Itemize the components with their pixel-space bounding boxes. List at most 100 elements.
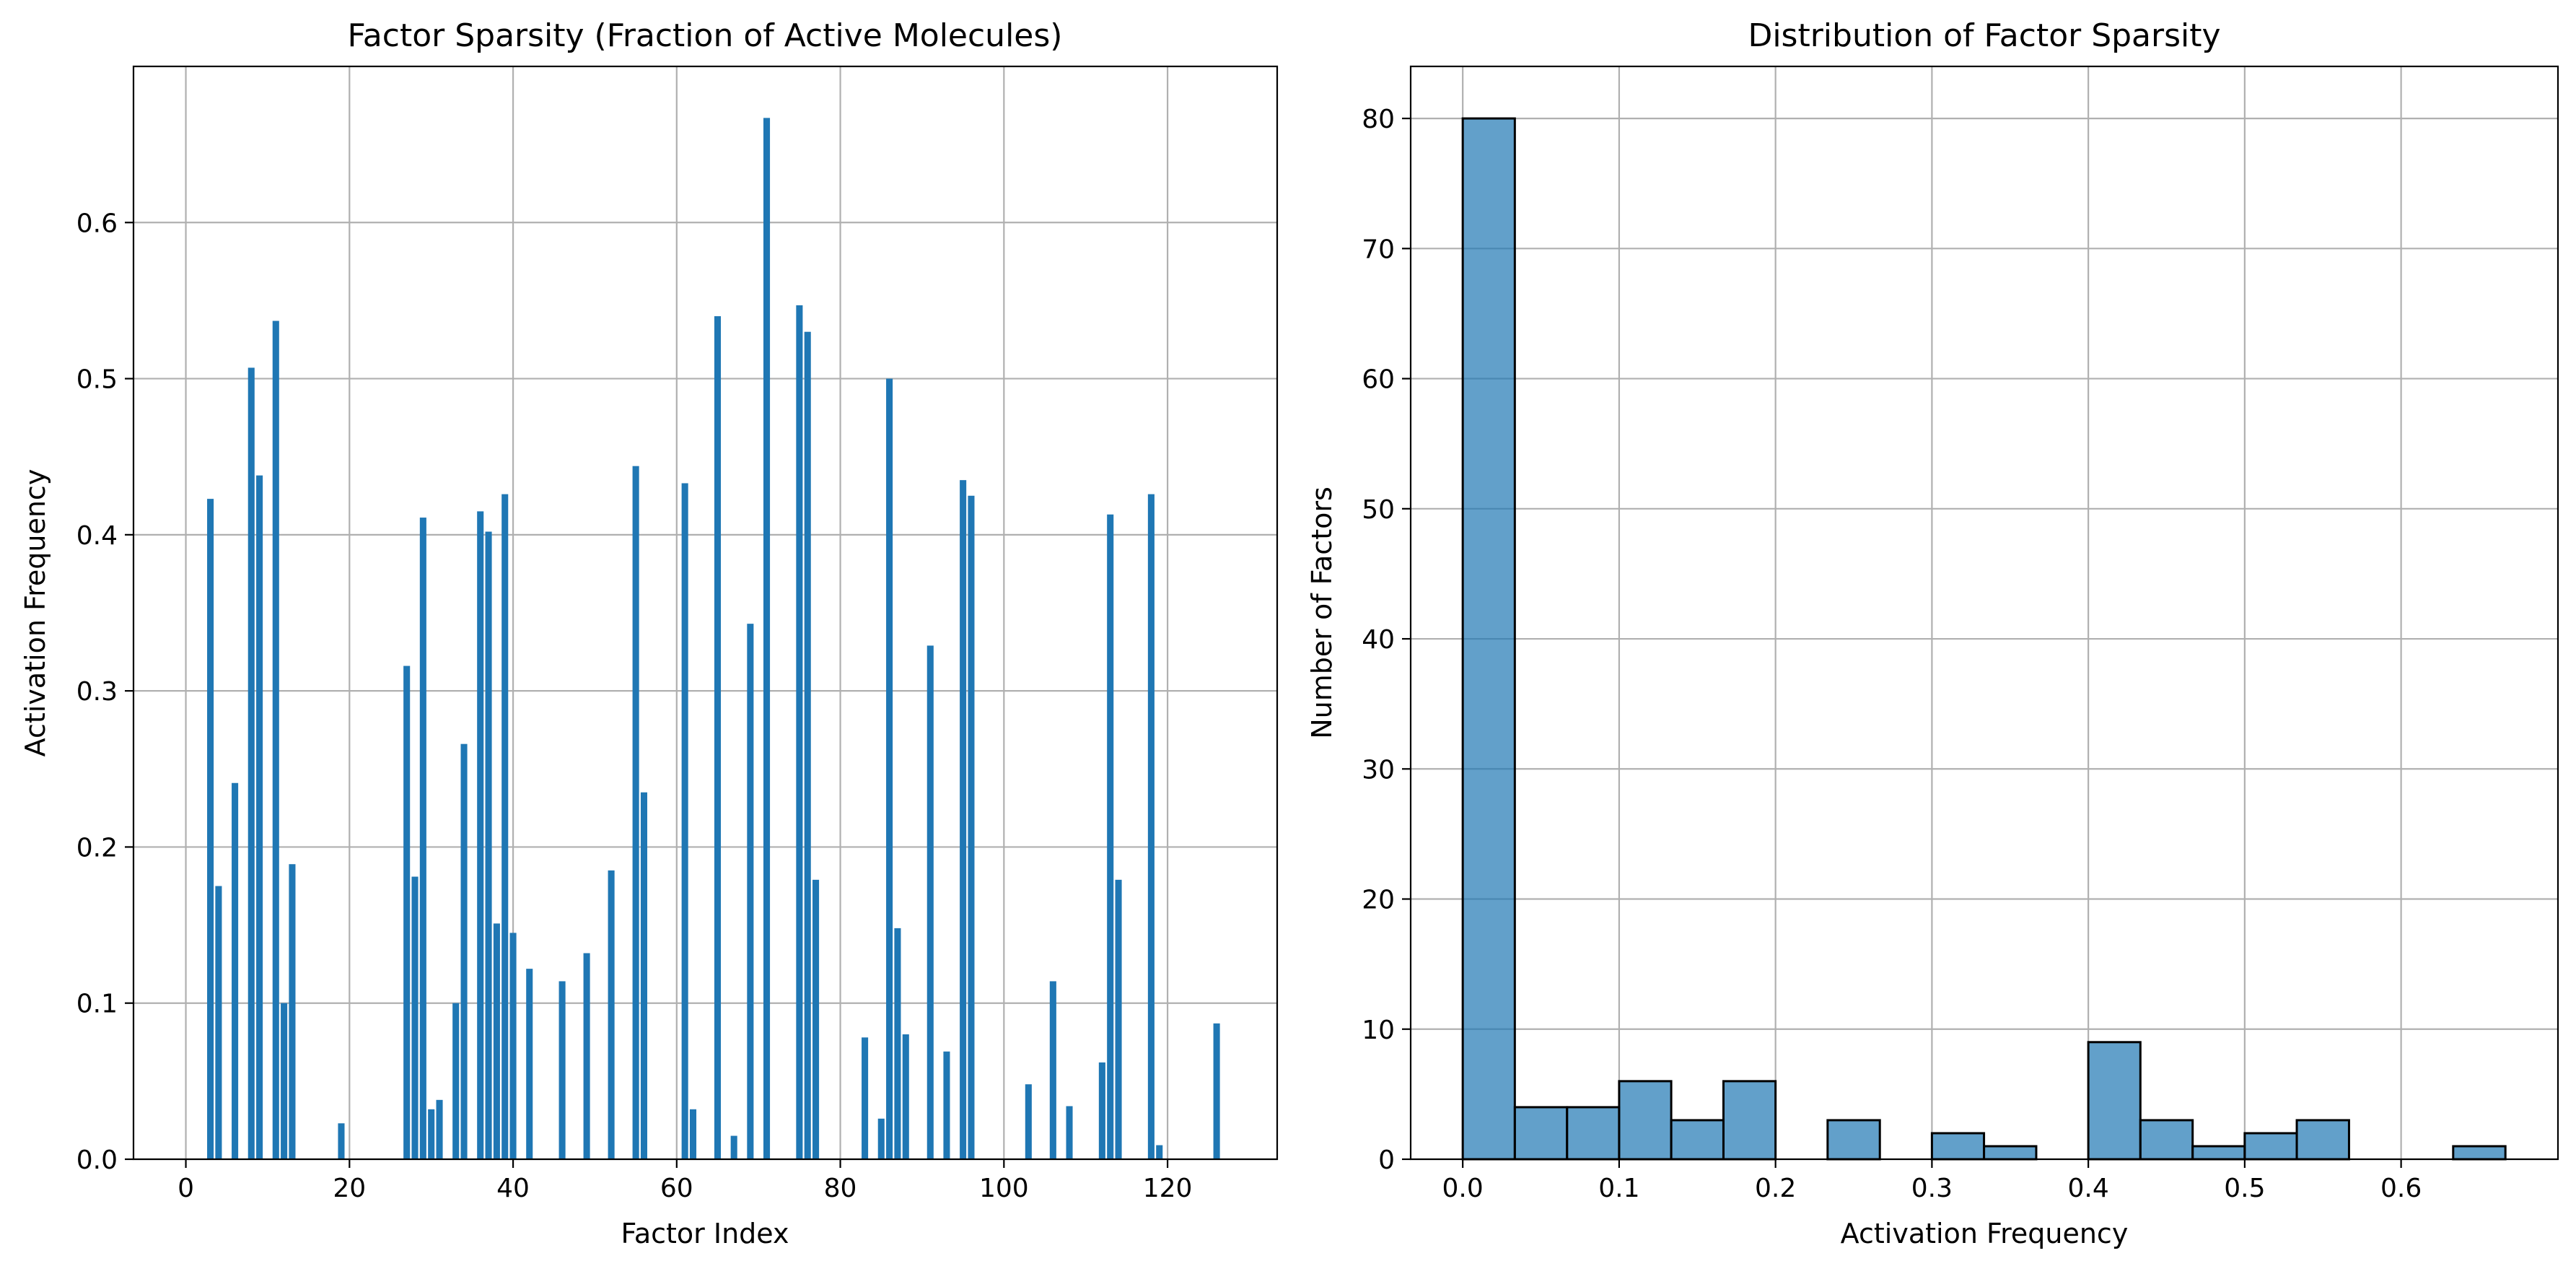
right-y-tick-label: 0 xyxy=(1378,1146,1395,1175)
right-y-tick-label: 20 xyxy=(1362,886,1395,915)
factor-bar xyxy=(428,1109,435,1159)
histogram-bar xyxy=(1618,1080,1673,1161)
left-y-tick-label: 0.3 xyxy=(76,677,118,707)
left-x-axis-label: Factor Index xyxy=(621,1218,789,1249)
factor-bar xyxy=(1213,1023,1220,1159)
factor-bar xyxy=(632,466,639,1159)
left-x-tick-label: 100 xyxy=(979,1174,1029,1203)
factor-bar xyxy=(926,645,934,1159)
histogram-bar xyxy=(2243,1132,2298,1161)
left-ticks: 0 20 40 60 80 100 120 0.0 0.1 0.2 0.3 0.4 0.5 0.6 xyxy=(76,209,1193,1203)
factor-bar xyxy=(730,1135,737,1159)
factor-bar xyxy=(526,969,533,1159)
histogram-bar xyxy=(1670,1119,1725,1161)
factor-bar xyxy=(247,367,255,1160)
right-bars xyxy=(1461,117,2507,1161)
factor-bar xyxy=(640,792,648,1159)
factor-bar xyxy=(804,331,811,1160)
histogram-bar xyxy=(2139,1119,2194,1161)
right-x-tick-label: 0.6 xyxy=(2380,1174,2422,1203)
factor-bar xyxy=(714,316,722,1159)
right-x-tick-label: 0.1 xyxy=(1598,1174,1639,1203)
factor-bar xyxy=(1049,981,1056,1159)
right-ticks: 0.0 0.1 0.2 0.3 0.4 0.5 0.6 0 10 20 30 40 50 60 70 80 xyxy=(1362,105,2422,1203)
right-y-tick-label: 80 xyxy=(1362,105,1395,134)
left-x-tick-label: 80 xyxy=(824,1174,857,1203)
left-y-tick-label: 0.6 xyxy=(76,209,118,238)
factor-bar xyxy=(272,320,279,1160)
factor-bar xyxy=(886,378,893,1159)
histogram-bar xyxy=(2191,1145,2246,1161)
factor-bar xyxy=(1066,1106,1073,1159)
factor-bar xyxy=(877,1118,885,1159)
factor-bar xyxy=(558,981,566,1159)
factor-bar xyxy=(436,1099,443,1159)
right-y-axis-label: Number of Factors xyxy=(1306,487,1338,739)
right-y-tick-label: 40 xyxy=(1362,625,1395,655)
left-x-tick-label: 120 xyxy=(1143,1174,1193,1203)
histogram-bar xyxy=(1826,1119,1881,1161)
histogram-bar xyxy=(1513,1106,1569,1161)
left-bars xyxy=(207,118,1220,1160)
right-x-tick-label: 0.2 xyxy=(1755,1174,1796,1203)
factor-bar xyxy=(747,624,754,1159)
histogram-bar xyxy=(2452,1145,2507,1161)
factor-bar xyxy=(460,743,468,1159)
factor-sparsity-chart: 0 20 40 60 80 100 120 0.0 0.1 0.2 0.3 0.4 0.5 0.6 Fac… xyxy=(19,17,1279,1249)
factor-bar xyxy=(763,118,771,1160)
factor-bar xyxy=(477,511,484,1159)
factor-bar xyxy=(452,1003,460,1159)
right-y-tick-label: 60 xyxy=(1362,365,1395,395)
factor-bar xyxy=(902,1034,909,1159)
factor-bar xyxy=(215,886,222,1159)
left-x-tick-label: 60 xyxy=(660,1174,693,1203)
right-chart-title: Distribution of Factor Sparsity xyxy=(1748,17,2220,54)
right-x-tick-label: 0.4 xyxy=(2067,1174,2108,1203)
right-plot-frame xyxy=(1409,65,2559,1161)
right-x-tick-label: 0.5 xyxy=(2224,1174,2265,1203)
factor-bar xyxy=(419,518,426,1159)
sparsity-distribution-chart: 0.0 0.1 0.2 0.3 0.4 0.5 0.6 0 10 20 30 40 50 60 70 80 D… xyxy=(1306,17,2559,1249)
factor-bar xyxy=(681,483,688,1159)
factor-bar xyxy=(232,782,239,1159)
factor-bar xyxy=(1025,1084,1032,1159)
factor-bar xyxy=(968,495,975,1159)
left-y-tick-label: 0.5 xyxy=(76,365,118,395)
histogram-bar xyxy=(1722,1080,1777,1161)
factor-bar xyxy=(509,933,517,1159)
left-grid xyxy=(133,66,1277,1161)
left-x-tick-label: 40 xyxy=(496,1174,530,1203)
factor-bar xyxy=(689,1109,697,1159)
right-y-tick-label: 30 xyxy=(1362,755,1395,785)
factor-bar xyxy=(1107,514,1114,1159)
histogram-bar xyxy=(1930,1132,1986,1161)
histogram-bar xyxy=(1461,117,1516,1161)
factor-bar xyxy=(501,494,509,1159)
factor-bar xyxy=(411,876,419,1159)
factor-bar xyxy=(403,666,411,1159)
right-y-tick-label: 10 xyxy=(1362,1016,1395,1045)
factor-bar xyxy=(289,864,296,1159)
factor-bar xyxy=(608,870,615,1159)
factor-bar xyxy=(796,305,803,1160)
factor-bar xyxy=(894,928,901,1159)
factor-bar xyxy=(493,923,500,1159)
factor-bar xyxy=(583,953,590,1159)
histogram-bar xyxy=(1566,1106,1621,1161)
factor-bar xyxy=(338,1123,345,1159)
left-y-tick-label: 0.1 xyxy=(76,990,118,1019)
left-chart-title: Factor Sparsity (Fraction of Active Mole… xyxy=(348,17,1063,54)
left-y-tick-label: 0.2 xyxy=(76,833,118,863)
right-x-tick-label: 0.3 xyxy=(1911,1174,1953,1203)
factor-bar xyxy=(485,531,492,1159)
left-x-tick-label: 0 xyxy=(178,1174,194,1203)
factor-bar xyxy=(1147,494,1155,1159)
factor-bar xyxy=(1156,1145,1163,1159)
right-y-tick-label: 50 xyxy=(1362,495,1395,525)
factor-bar xyxy=(943,1051,950,1159)
right-x-axis-label: Activation Frequency xyxy=(1841,1218,2129,1249)
histogram-bar xyxy=(1983,1145,2038,1161)
factor-bar xyxy=(1098,1062,1105,1159)
